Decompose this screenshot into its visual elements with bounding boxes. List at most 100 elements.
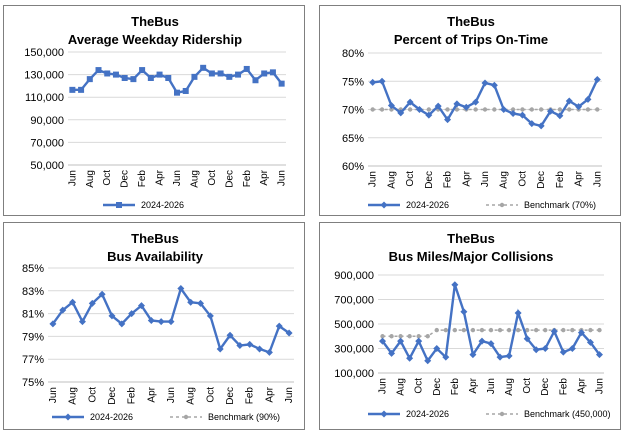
data-point	[406, 98, 414, 106]
data-point	[415, 106, 423, 113]
data-point	[433, 345, 441, 352]
data-point	[492, 107, 497, 112]
x-tick-label: Apr	[155, 169, 166, 185]
data-point	[380, 334, 385, 339]
data-point	[387, 102, 395, 110]
x-tick-label: Aug	[68, 387, 79, 405]
data-point	[397, 109, 405, 117]
y-tick-label: 60%	[342, 161, 364, 173]
chart-panel-collisions: TheBus Bus Miles/Major Collisions 100,000 3…	[319, 222, 621, 430]
data-point	[577, 329, 585, 337]
data-point	[510, 107, 516, 112]
x-tick-label: Jun	[486, 378, 497, 394]
data-point	[104, 70, 111, 77]
data-point	[69, 298, 77, 306]
y-tick-label: 77%	[22, 354, 44, 366]
data-point	[497, 327, 503, 333]
x-tick-label: Jun	[368, 171, 379, 187]
data-point	[595, 351, 603, 359]
data-point	[505, 352, 513, 360]
y-tick-label: 100,000	[334, 368, 374, 380]
x-tick-label: Aug	[186, 387, 197, 405]
x-tick-label: Feb	[443, 171, 454, 189]
data-point	[534, 327, 539, 333]
x-tick-label: Jun	[592, 171, 603, 187]
data-point	[488, 327, 494, 333]
x-tick-label: Feb	[450, 378, 461, 396]
data-point	[118, 320, 126, 328]
data-point	[470, 327, 476, 333]
x-tick-label: Apr	[468, 377, 479, 393]
data-point	[518, 111, 526, 119]
data-point	[243, 65, 250, 72]
chart-title: TheBus	[131, 14, 179, 29]
chart-subtitle: Bus Availability	[107, 249, 204, 264]
x-tick-label: Oct	[522, 378, 533, 394]
y-tick-label: 70%	[342, 105, 364, 117]
data-point	[556, 112, 564, 120]
data-point	[49, 320, 57, 328]
data-point	[147, 316, 155, 324]
data-point	[443, 327, 448, 333]
data-point	[487, 340, 495, 348]
data-point	[434, 327, 439, 333]
data-point	[500, 106, 508, 113]
x-tick-label: Apr	[264, 386, 275, 402]
chart-title: TheBus	[447, 231, 495, 246]
series-line	[372, 79, 599, 128]
y-tick-label: 90,000	[30, 115, 64, 127]
data-point	[252, 77, 259, 84]
data-point	[528, 120, 536, 128]
data-point	[490, 81, 498, 89]
y-tick-label: 75%	[22, 377, 44, 389]
data-point	[389, 107, 394, 112]
legend-marker	[183, 414, 189, 420]
x-tick-label: Dec	[536, 171, 547, 189]
data-point	[236, 342, 244, 350]
data-point	[407, 107, 413, 112]
series-line	[72, 66, 283, 95]
x-tick-label: Jun	[48, 387, 59, 403]
data-point	[482, 107, 488, 112]
x-tick-label: Oct	[102, 170, 113, 186]
data-point	[593, 76, 601, 84]
x-tick-label: Oct	[207, 170, 218, 186]
data-point	[529, 107, 534, 112]
legend-marker	[499, 202, 505, 208]
data-point	[523, 335, 531, 343]
data-point	[586, 338, 594, 346]
x-tick-label: Dec	[107, 387, 118, 405]
data-point	[496, 353, 504, 361]
data-point	[570, 327, 575, 333]
data-point	[425, 334, 430, 339]
data-point	[275, 322, 283, 330]
x-tick-label: Dec	[120, 170, 131, 188]
data-point	[226, 331, 234, 339]
data-point	[177, 285, 185, 293]
data-point	[246, 340, 254, 348]
data-point	[197, 299, 205, 307]
data-point	[434, 102, 442, 110]
data-point	[261, 70, 268, 77]
data-point	[424, 357, 432, 365]
chart-panel-on-time: TheBus Percent of Trips On-Time 60% 65% 70% 7…	[319, 5, 621, 216]
x-tick-label: Aug	[499, 171, 510, 189]
data-point	[454, 107, 460, 112]
chart-title: TheBus	[447, 14, 495, 29]
data-point	[568, 345, 576, 352]
data-point	[78, 318, 86, 326]
data-point	[444, 116, 452, 124]
y-tick-label: 80%	[342, 48, 364, 60]
data-point	[452, 327, 458, 333]
data-point	[541, 345, 549, 352]
y-tick-label: 50,000	[30, 160, 64, 172]
x-tick-label: Feb	[558, 378, 569, 396]
data-point	[78, 86, 85, 93]
data-point	[157, 318, 165, 326]
y-tick-label: 300,000	[334, 344, 374, 356]
data-point	[451, 281, 459, 289]
data-point	[167, 318, 175, 326]
data-point	[174, 89, 180, 96]
y-tick-label: 81%	[22, 309, 44, 321]
data-point	[165, 74, 172, 81]
